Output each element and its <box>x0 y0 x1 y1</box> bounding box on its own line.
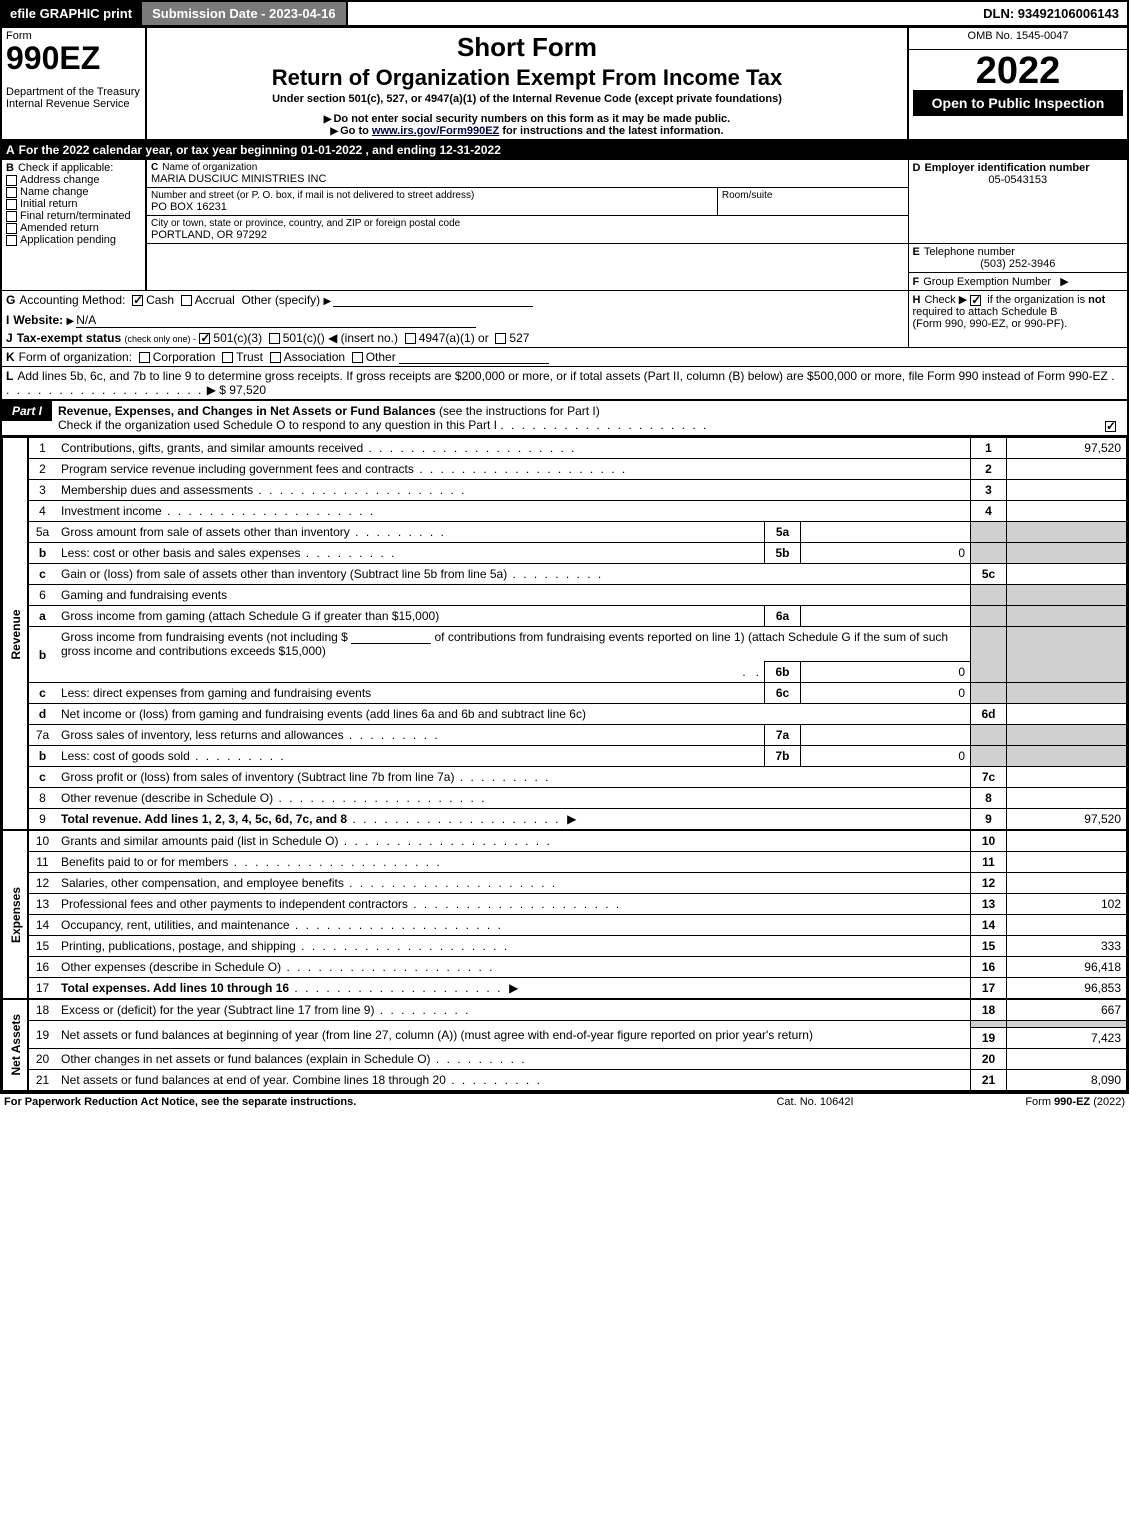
tax-year: 2022 <box>913 52 1123 90</box>
return-title: Return of Organization Exempt From Incom… <box>151 65 903 91</box>
line-1-desc: Contributions, gifts, grants, and simila… <box>56 438 971 459</box>
i-lbl: Website: <box>13 313 63 327</box>
netassets-vlabel: Net Assets <box>3 999 29 1091</box>
footer-left: For Paperwork Reduction Act Notice, see … <box>4 1096 685 1108</box>
contrib-amount-input[interactable] <box>351 643 431 644</box>
chk-corp[interactable] <box>139 352 150 363</box>
chk-address-change[interactable] <box>6 175 17 186</box>
chk-schedule-o[interactable] <box>1105 421 1116 432</box>
d-lbl: Employer identification number <box>924 162 1089 174</box>
revenue-vlabel: Revenue <box>3 438 29 831</box>
dept-label: Department of the Treasury Internal Reve… <box>6 86 141 110</box>
open-inspection: Open to Public Inspection <box>913 90 1123 116</box>
submission-date: Submission Date - 2023-04-16 <box>140 2 348 25</box>
chk-amended-return[interactable] <box>6 223 17 234</box>
f-lbl: Group Exemption Number <box>923 276 1051 288</box>
c-room-lbl: Room/suite <box>722 190 773 201</box>
subtitle-1: Under section 501(c), 527, or 4947(a)(1)… <box>151 93 903 105</box>
chk-schedule-b[interactable] <box>970 295 981 306</box>
chk-cash[interactable] <box>132 295 143 306</box>
part-i-note: (see the instructions for Part I) <box>439 404 600 418</box>
c-city-lbl: City or town, state or province, country… <box>151 218 460 229</box>
chk-name-change[interactable] <box>6 187 17 198</box>
b-label: Check if applicable: <box>18 162 113 174</box>
j-lbl: Tax-exempt status <box>17 331 121 345</box>
short-form-title: Short Form <box>151 32 903 63</box>
form-number: 990EZ <box>6 42 141 74</box>
footer-right: Form 990-EZ (2022) <box>945 1096 1125 1108</box>
org-city: PORTLAND, OR 97292 <box>151 229 267 241</box>
l-amount: $ 97,520 <box>219 383 266 397</box>
dln-label: DLN: 93492106006143 <box>975 2 1127 25</box>
subtitle-3: Go to www.irs.gov/Form990EZ for instruct… <box>151 125 903 137</box>
header-table: Form 990EZ Department of the Treasury In… <box>0 27 1129 1093</box>
chk-trust[interactable] <box>222 352 233 363</box>
chk-assoc[interactable] <box>270 352 281 363</box>
footer-mid: Cat. No. 10642I <box>685 1096 945 1108</box>
k-lbl: Form of organization: <box>19 350 132 364</box>
omb-label: OMB No. 1545-0047 <box>968 30 1069 42</box>
part-i-label: Part I <box>2 401 52 421</box>
other-org-input[interactable] <box>399 363 549 364</box>
top-bar: efile GRAPHIC print Submission Date - 20… <box>0 0 1129 27</box>
chk-accrual[interactable] <box>181 295 192 306</box>
org-street: PO BOX 16231 <box>151 201 227 213</box>
irs-link[interactable]: www.irs.gov/Form990EZ <box>372 125 499 137</box>
efile-label[interactable]: efile GRAPHIC print <box>2 2 140 25</box>
website-value: N/A <box>76 313 476 328</box>
chk-final-return[interactable] <box>6 211 17 222</box>
part-i-check-note: Check if the organization used Schedule … <box>58 418 497 432</box>
row-a: AFor the 2022 calendar year, or tax year… <box>1 140 1128 160</box>
ein-value: 05-0543153 <box>913 174 1124 186</box>
part-i-title: Revenue, Expenses, and Changes in Net As… <box>58 404 436 418</box>
org-name: MARIA DUSCIUC MINISTRIES INC <box>151 173 326 185</box>
chk-application-pending[interactable] <box>6 235 17 246</box>
f-arrow: ▶ <box>1060 276 1068 288</box>
chk-501c[interactable] <box>269 333 280 344</box>
e-lbl: Telephone number <box>924 246 1015 258</box>
chk-other-org[interactable] <box>352 352 363 363</box>
c-street-lbl: Number and street (or P. O. box, if mail… <box>151 190 474 201</box>
c-name-lbl: Name of organization <box>162 162 257 173</box>
l-text: Add lines 5b, 6c, and 7b to line 9 to de… <box>17 369 1108 383</box>
line-1-amt: 97,520 <box>1007 438 1127 459</box>
subtitle-2: Do not enter social security numbers on … <box>151 113 903 125</box>
phone-value: (503) 252-3946 <box>913 258 1124 270</box>
chk-initial-return[interactable] <box>6 199 17 210</box>
line-9-amt: 97,520 <box>1007 809 1127 831</box>
footer: For Paperwork Reduction Act Notice, see … <box>0 1093 1129 1110</box>
other-method-input[interactable] <box>333 306 533 307</box>
expenses-vlabel: Expenses <box>3 830 29 999</box>
lines-table: Revenue 1 Contributions, gifts, grants, … <box>2 437 1127 1091</box>
h-text1: Check ▶ <box>924 294 967 306</box>
chk-501c3[interactable] <box>199 333 210 344</box>
chk-527[interactable] <box>495 333 506 344</box>
chk-4947[interactable] <box>405 333 416 344</box>
g-lbl: Accounting Method: <box>19 293 125 307</box>
